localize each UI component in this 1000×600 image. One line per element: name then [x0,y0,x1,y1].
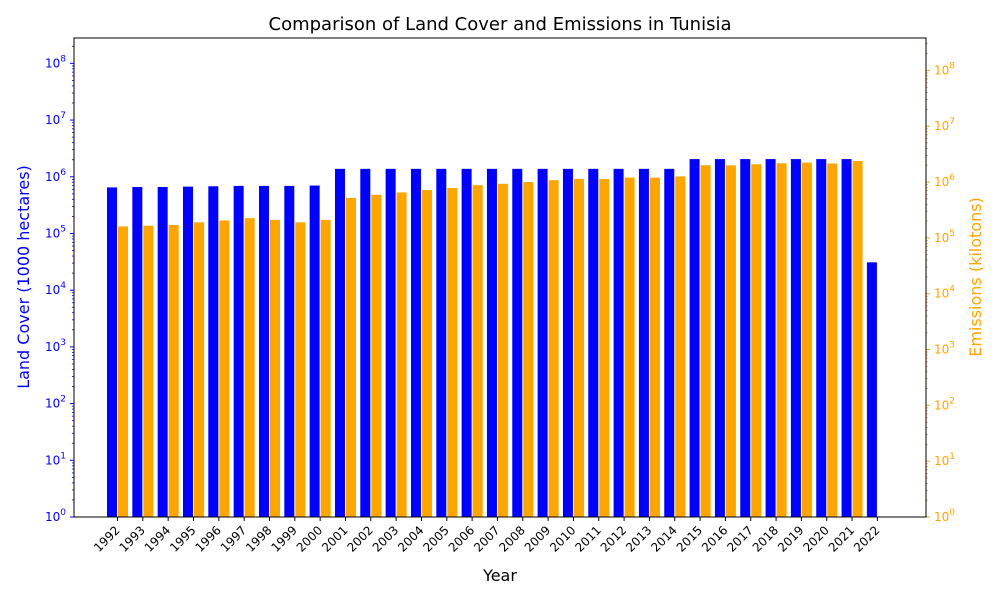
bar-land-cover-2010 [562,168,573,517]
bar-emissions-2006 [472,185,483,517]
bar-land-cover-2000 [309,185,320,518]
bar-emissions-2013 [649,177,660,518]
bar-land-cover-2005 [436,168,447,517]
left-axis-label: Land Cover (1000 hectares) [14,165,33,389]
chart-title: Comparison of Land Cover and Emissions i… [269,14,732,35]
plot-frame [73,37,927,518]
bars-group [107,159,877,518]
bar-emissions-2015 [700,165,711,517]
bar-land-cover-2003 [385,168,396,517]
bar-emissions-1997 [244,218,255,517]
bar-land-cover-2015 [689,159,700,517]
bar-land-cover-1996 [208,186,219,517]
bar-emissions-1992 [118,226,128,517]
bar-land-cover-2013 [638,168,649,517]
bar-land-cover-2001 [334,168,345,517]
bar-land-cover-1992 [107,187,117,517]
bar-emissions-2001 [345,197,356,517]
bar-land-cover-1995 [182,186,193,517]
bar-emissions-2003 [396,192,407,517]
bar-emissions-2002 [371,194,382,517]
bar-land-cover-2009 [537,168,548,517]
bar-land-cover-2016 [714,159,725,517]
bar-emissions-2020 [827,163,838,517]
bar-emissions-2007 [497,183,508,518]
bar-land-cover-2004 [410,168,421,517]
bar-emissions-2019 [801,162,812,517]
bar-emissions-2011 [599,179,610,517]
bar-land-cover-2022 [866,262,877,517]
right-axis-label: Emissions (kilotons) [966,197,985,357]
bar-land-cover-2021 [841,159,852,517]
bar-land-cover-1999 [284,185,295,517]
bar-emissions-1993 [143,225,154,517]
bar-emissions-1994 [168,224,179,518]
bar-emissions-2000 [320,219,331,517]
bar-emissions-1998 [269,219,280,517]
bar-land-cover-2011 [588,168,599,517]
bar-emissions-2021 [852,161,863,517]
bar-land-cover-1997 [233,185,244,517]
bar-land-cover-2008 [512,168,523,517]
bar-land-cover-1994 [157,187,168,517]
bar-emissions-2014 [675,176,686,518]
bar-emissions-2005 [447,188,458,518]
bar-emissions-2009 [548,180,559,517]
bar-emissions-2016 [725,165,736,517]
bar-land-cover-2018 [765,159,776,517]
bar-land-cover-2019 [790,159,801,517]
bar-land-cover-2012 [613,168,624,517]
bar-emissions-1999 [295,222,306,518]
x-axis-label: Year [482,566,517,585]
bar-emissions-2004 [421,189,432,518]
bar-emissions-2012 [624,177,635,518]
bar-emissions-2010 [573,178,584,517]
bar-land-cover-1998 [258,185,269,517]
bar-land-cover-2020 [816,159,827,517]
bar-land-cover-2002 [360,168,371,517]
bar-emissions-1996 [219,220,230,517]
bar-emissions-2018 [776,163,787,518]
bar-land-cover-1993 [132,187,143,517]
bar-land-cover-2006 [461,168,472,517]
bar-emissions-2008 [523,182,534,517]
bar-emissions-2017 [751,164,762,517]
bar-land-cover-2014 [664,168,675,517]
bar-emissions-1995 [193,222,204,518]
bar-land-cover-2007 [486,168,497,517]
bar-land-cover-2017 [740,159,751,517]
